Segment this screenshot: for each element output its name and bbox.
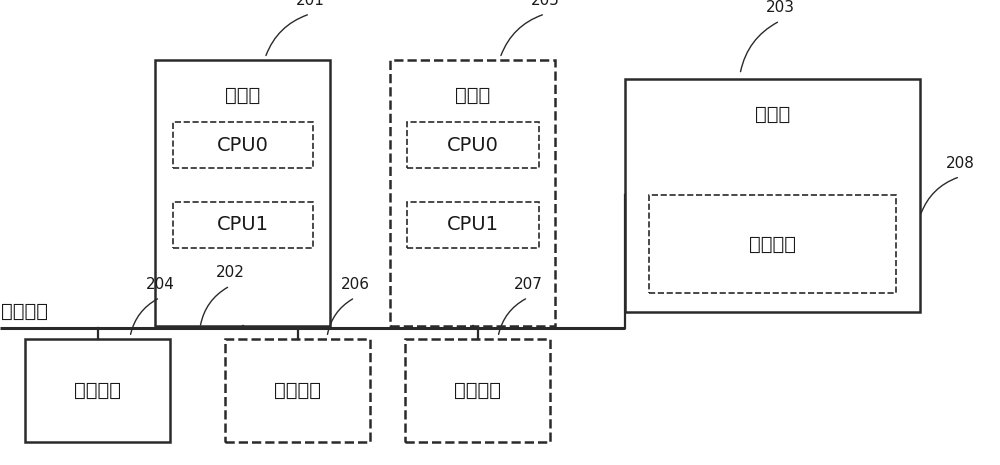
Text: 处理器: 处理器 <box>225 86 260 105</box>
Text: 204: 204 <box>146 277 174 292</box>
Bar <box>406 122 538 168</box>
Text: 201: 201 <box>296 0 324 8</box>
Text: CPU0: CPU0 <box>217 136 268 155</box>
Bar <box>225 339 370 442</box>
Bar <box>173 122 312 168</box>
Text: 程序代码: 程序代码 <box>749 235 796 253</box>
Bar <box>173 202 312 248</box>
Text: 输入设备: 输入设备 <box>454 381 501 400</box>
Bar <box>405 339 550 442</box>
Text: 203: 203 <box>766 0 794 15</box>
Bar <box>406 202 538 248</box>
Text: 输出设备: 输出设备 <box>274 381 321 400</box>
Text: CPU1: CPU1 <box>447 215 499 234</box>
Text: 202: 202 <box>216 266 244 280</box>
Text: 通信接口: 通信接口 <box>74 381 121 400</box>
Bar <box>625 79 920 312</box>
Text: CPU1: CPU1 <box>216 215 268 234</box>
Text: 处理器: 处理器 <box>455 86 490 105</box>
Text: 205: 205 <box>531 0 559 8</box>
Text: 206: 206 <box>340 277 370 292</box>
Text: CPU0: CPU0 <box>447 136 498 155</box>
Text: 存储器: 存储器 <box>755 105 790 124</box>
Bar <box>390 60 555 325</box>
Text: 207: 207 <box>514 277 542 292</box>
Text: 通信总线: 通信总线 <box>1 302 48 321</box>
Bar <box>649 195 896 293</box>
Bar <box>155 60 330 325</box>
Text: 208: 208 <box>946 156 974 171</box>
Bar <box>25 339 170 442</box>
